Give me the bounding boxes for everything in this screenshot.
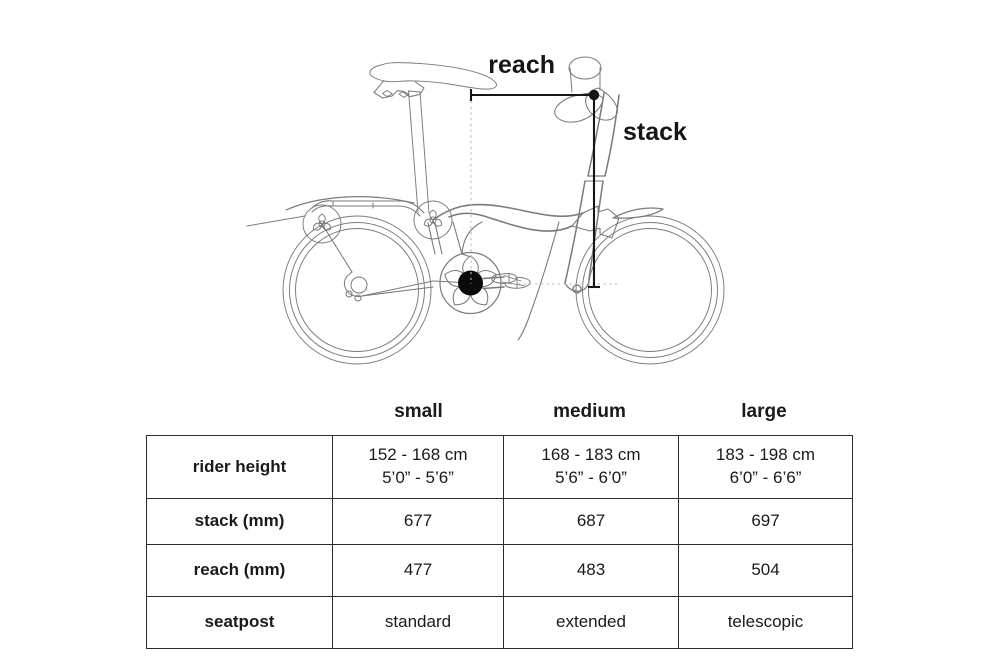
svg-text:stack: stack	[623, 118, 687, 146]
svg-text:reach: reach	[488, 51, 555, 79]
